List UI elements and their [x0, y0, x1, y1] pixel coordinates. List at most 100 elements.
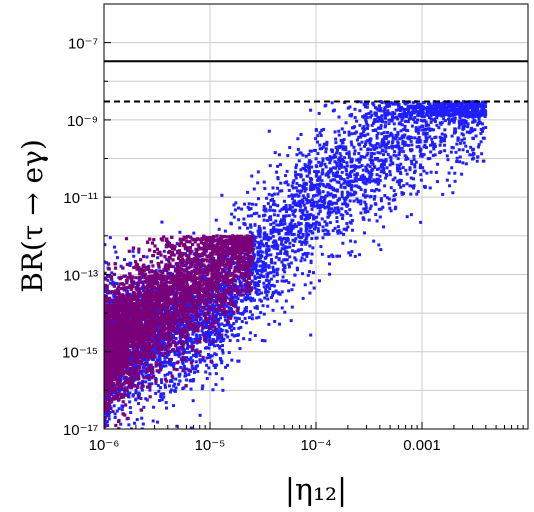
- data-point: [142, 405, 146, 409]
- data-point: [193, 295, 197, 299]
- data-point: [304, 187, 308, 191]
- data-point: [475, 159, 479, 163]
- data-point: [216, 312, 220, 316]
- data-point: [409, 176, 413, 180]
- data-point: [360, 164, 364, 168]
- data-point: [457, 119, 461, 123]
- data-point: [272, 284, 276, 288]
- data-point: [314, 137, 318, 141]
- data-point: [166, 372, 170, 376]
- data-point: [184, 340, 188, 344]
- data-point: [440, 132, 444, 136]
- data-point: [221, 348, 225, 352]
- data-point: [223, 229, 227, 233]
- data-point: [318, 205, 322, 209]
- data-point: [319, 164, 323, 168]
- data-point: [422, 145, 426, 149]
- data-point: [276, 164, 280, 168]
- data-point: [383, 160, 387, 164]
- data-point: [307, 233, 311, 237]
- data-point: [271, 203, 275, 207]
- data-point: [442, 139, 446, 143]
- data-point: [424, 134, 428, 138]
- data-point: [221, 344, 225, 348]
- data-point: [393, 112, 397, 116]
- data-point: [181, 387, 185, 391]
- data-point: [251, 266, 255, 270]
- data-point: [430, 106, 434, 110]
- data-point: [305, 254, 309, 258]
- data-point: [426, 127, 430, 131]
- data-point: [141, 283, 145, 287]
- data-point: [283, 222, 287, 226]
- data-point: [204, 333, 208, 337]
- data-point: [142, 366, 146, 370]
- data-point: [473, 106, 477, 110]
- data-point: [161, 312, 165, 316]
- data-point: [198, 353, 202, 357]
- data-point: [340, 195, 344, 199]
- data-point: [191, 332, 195, 336]
- data-point: [105, 395, 109, 399]
- data-point: [207, 343, 211, 347]
- data-point: [362, 217, 366, 221]
- data-point: [319, 198, 323, 202]
- data-point: [115, 256, 119, 260]
- data-point: [299, 132, 303, 136]
- data-point: [370, 155, 374, 159]
- data-point: [196, 320, 200, 324]
- data-point: [196, 325, 200, 329]
- data-point: [332, 201, 336, 205]
- data-point: [234, 261, 238, 265]
- data-point: [261, 262, 265, 266]
- data-point: [315, 140, 319, 144]
- data-point: [126, 385, 130, 389]
- data-point: [364, 105, 368, 109]
- data-point: [377, 178, 381, 182]
- data-point: [260, 250, 264, 254]
- data-point: [418, 149, 422, 153]
- data-point: [210, 292, 214, 296]
- data-point: [302, 167, 306, 171]
- data-point: [269, 284, 273, 288]
- data-point: [311, 214, 315, 218]
- data-point: [213, 344, 217, 348]
- data-point: [333, 194, 337, 198]
- data-point: [337, 158, 341, 162]
- data-point: [353, 125, 357, 129]
- data-point: [246, 297, 250, 301]
- data-point: [440, 102, 444, 106]
- data-point: [243, 202, 247, 206]
- data-point: [416, 104, 420, 108]
- data-point: [314, 184, 318, 188]
- data-point: [177, 373, 181, 377]
- data-point: [290, 184, 294, 188]
- data-point: [422, 128, 426, 132]
- data-point: [265, 196, 269, 200]
- data-point: [127, 423, 131, 427]
- data-point: [332, 194, 336, 198]
- data-point: [276, 213, 280, 217]
- data-point: [363, 127, 367, 131]
- data-point: [108, 290, 112, 294]
- data-point: [391, 111, 395, 115]
- data-point: [240, 320, 244, 324]
- data-point: [299, 227, 303, 231]
- data-point: [365, 115, 369, 119]
- data-point: [114, 250, 118, 254]
- data-point: [348, 171, 352, 175]
- data-point: [237, 206, 241, 210]
- data-point: [131, 393, 135, 397]
- data-point: [279, 249, 283, 253]
- data-point: [194, 355, 198, 359]
- data-point: [150, 382, 154, 386]
- data-point: [363, 114, 367, 118]
- data-point: [331, 229, 335, 233]
- data-point: [259, 249, 263, 253]
- data-point: [462, 109, 466, 113]
- data-point: [285, 253, 289, 257]
- data-point: [227, 323, 231, 327]
- data-point: [113, 281, 117, 285]
- data-point: [413, 136, 417, 140]
- data-point: [298, 209, 302, 213]
